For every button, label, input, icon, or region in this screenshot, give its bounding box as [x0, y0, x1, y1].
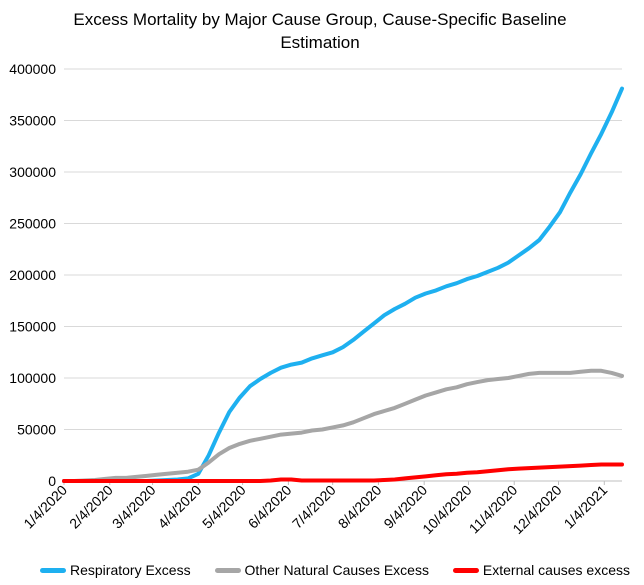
x-tick-label: 8/4/2020	[335, 482, 385, 532]
legend-swatch-external	[452, 567, 479, 573]
legend-item-other-natural: Other Natural Causes Excess	[214, 562, 429, 578]
x-tick-label: 12/4/2020	[509, 482, 565, 538]
x-tick-label: 5/4/2020	[199, 482, 249, 532]
y-tick-label: 300000	[9, 164, 56, 180]
legend-label-other-natural: Other Natural Causes Excess	[244, 562, 429, 578]
x-tick-label: 10/4/2020	[419, 482, 475, 538]
x-tick-label: 7/4/2020	[289, 482, 339, 532]
legend-swatch-other-natural	[214, 567, 241, 573]
y-tick-label: 50000	[17, 422, 56, 438]
y-tick-label: 400000	[9, 61, 56, 77]
x-tick-label: 2/4/2020	[66, 482, 116, 532]
legend-label-respiratory: Respiratory Excess	[70, 562, 191, 578]
series-line-external	[62, 462, 624, 483]
x-tick-label: 1/4/2021	[561, 482, 611, 532]
y-tick-label: 100000	[9, 370, 56, 386]
y-tick-label: 250000	[9, 216, 56, 232]
legend-swatch-respiratory	[40, 567, 66, 573]
legend: Respiratory Excess Other Natural Causes …	[40, 562, 630, 578]
y-tick-label: 150000	[9, 319, 56, 335]
legend-item-respiratory: Respiratory Excess	[40, 562, 191, 578]
x-tick-label: 6/4/2020	[245, 482, 295, 532]
series-line-respiratory	[62, 86, 624, 483]
y-tick-label: 350000	[9, 113, 56, 129]
chart-title: Excess Mortality by Major Cause Group, C…	[73, 10, 567, 52]
x-tick-label: 4/4/2020	[155, 482, 205, 532]
legend-label-external: External causes excess	[482, 562, 630, 578]
x-tick-label: 1/4/2020	[20, 482, 70, 532]
x-tick-label: 3/4/2020	[109, 482, 159, 532]
y-tick-label: 200000	[9, 267, 56, 283]
y-tick-label: 0	[48, 473, 56, 489]
series-line-other-natural	[62, 368, 624, 483]
legend-item-external: External causes excess	[452, 562, 630, 578]
